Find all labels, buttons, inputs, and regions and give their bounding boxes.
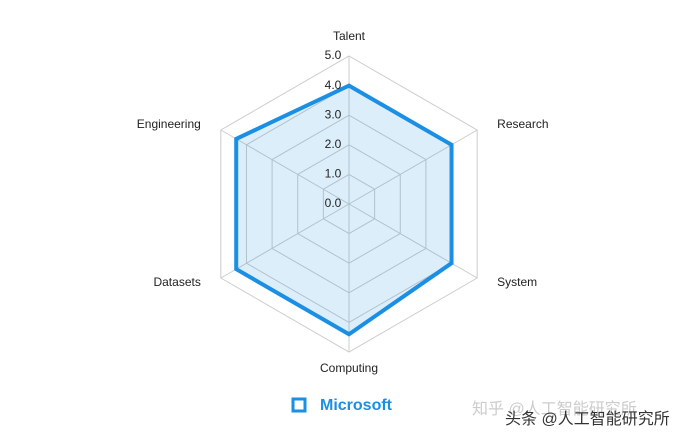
r-tick-label: 4.0 [325, 78, 342, 92]
r-tick-label: 1.0 [325, 167, 342, 181]
watermark: 头条 @人工智能研究所 [505, 410, 670, 428]
spoke [348, 203, 478, 279]
spoke [220, 203, 350, 279]
category-label: Datasets [153, 275, 200, 289]
legend-label: Microsoft [320, 397, 393, 414]
spoke [220, 129, 350, 205]
r-tick-label: 0.0 [325, 196, 342, 210]
r-tick-label: 5.0 [325, 48, 342, 62]
category-label: Research [497, 117, 548, 131]
spoke [348, 129, 478, 205]
category-label: Engineering [137, 117, 201, 131]
r-tick-label: 2.0 [325, 137, 342, 151]
category-label: Computing [320, 361, 378, 375]
category-label: System [497, 275, 537, 289]
watermark: 知乎 @人工智能研究所 [472, 400, 637, 418]
legend-swatch [291, 397, 307, 413]
series-area [234, 83, 454, 337]
r-tick-label: 3.0 [325, 107, 342, 121]
category-label: Talent [333, 29, 366, 43]
